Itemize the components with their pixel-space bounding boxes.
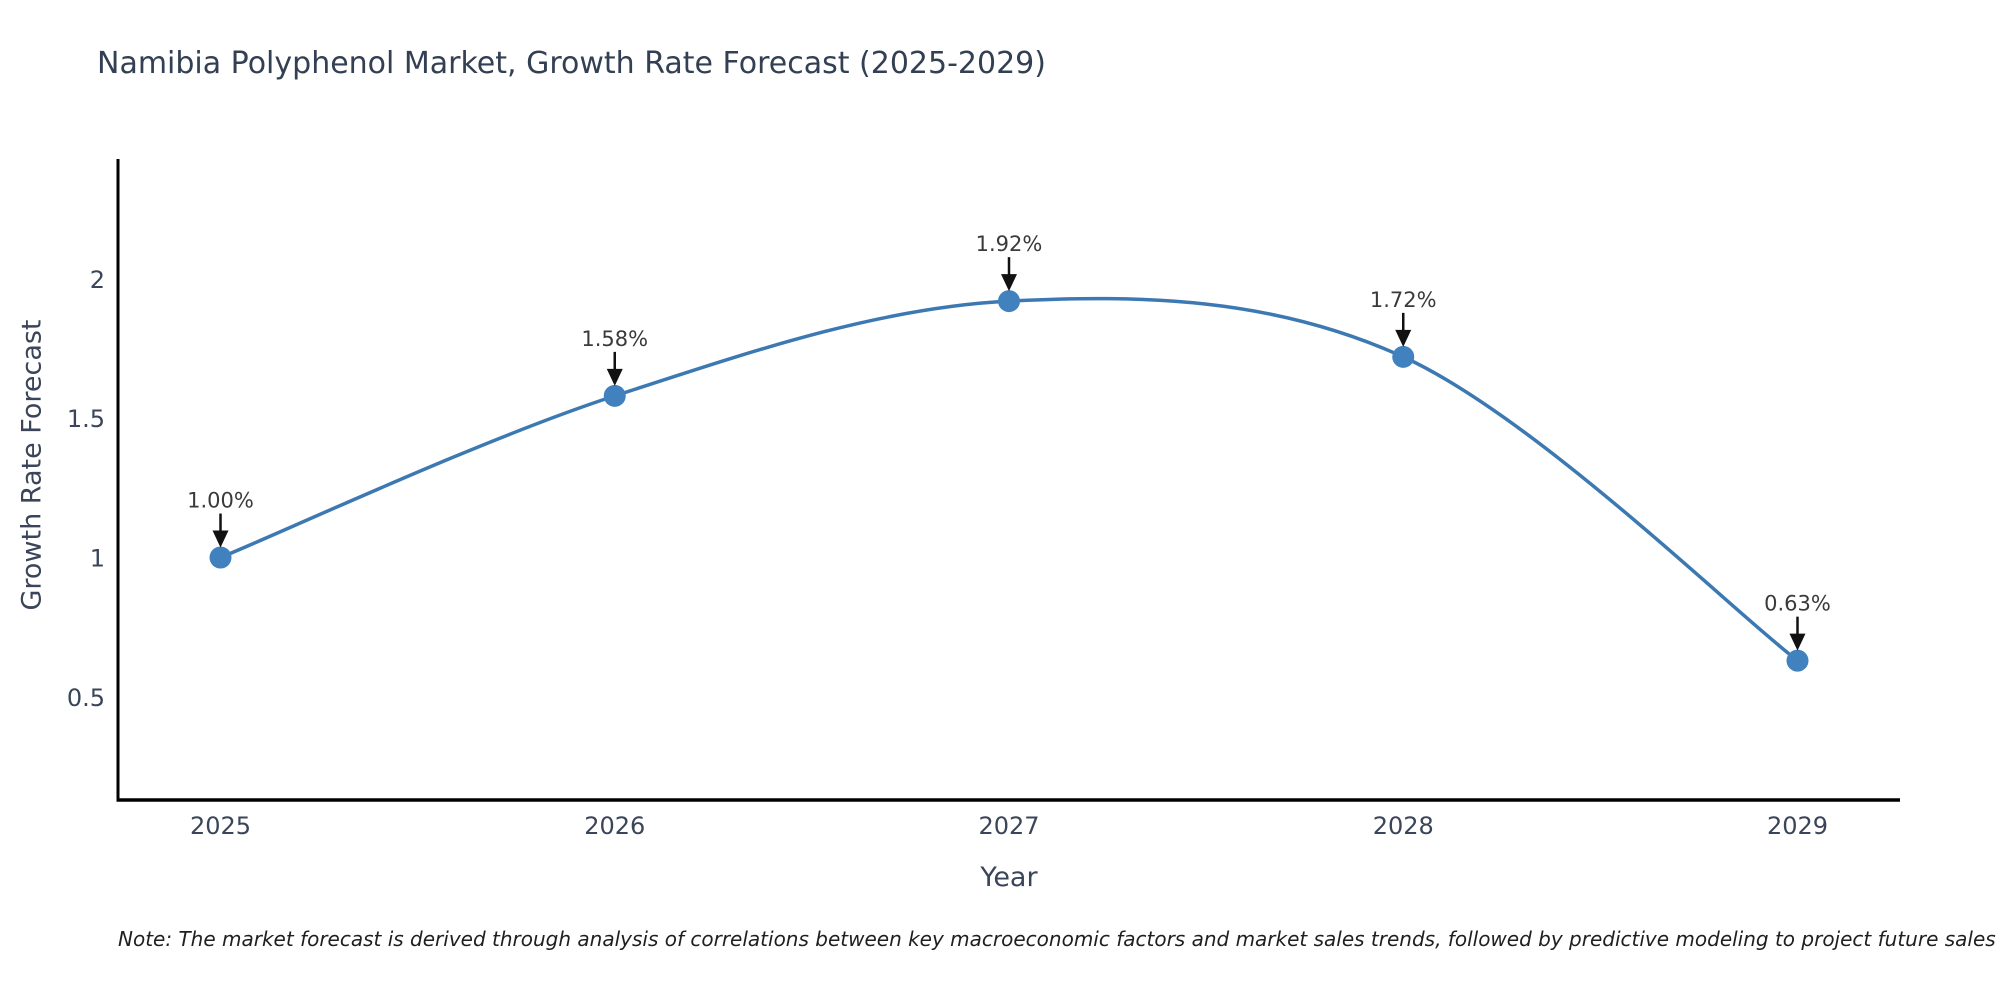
- x-tick-label: 2026: [584, 812, 645, 840]
- data-point-marker: [1786, 649, 1809, 672]
- y-tick-label: 0.5: [67, 684, 105, 712]
- x-tick-label: 2029: [1767, 812, 1828, 840]
- annotation-label: 1.58%: [581, 327, 648, 351]
- annotation-label: 1.72%: [1370, 288, 1437, 312]
- annotation-arrowhead: [1395, 329, 1412, 347]
- data-point-marker: [1392, 345, 1415, 368]
- annotation-arrowhead: [212, 530, 229, 548]
- y-tick-label: 1: [90, 545, 105, 573]
- data-point-marker: [998, 290, 1020, 313]
- annotation-label: 1.00%: [187, 489, 254, 513]
- chart-title: Namibia Polyphenol Market, Growth Rate F…: [97, 46, 1046, 81]
- y-tick-label: 1.5: [67, 405, 105, 433]
- annotation-label: 1.92%: [976, 232, 1043, 256]
- annotation-arrowhead: [1001, 274, 1017, 292]
- x-axis-title: Year: [980, 862, 1038, 893]
- x-tick-label: 2028: [1373, 812, 1434, 840]
- data-point-marker: [603, 384, 626, 407]
- annotation-arrowhead: [1789, 633, 1806, 651]
- y-tick-label: 2: [90, 266, 105, 294]
- annotation-label: 0.63%: [1764, 592, 1831, 616]
- footnote: Note: The market forecast is derived thr…: [118, 927, 1996, 951]
- x-tick-label: 2027: [978, 812, 1039, 840]
- series-line: [219, 296, 1799, 663]
- x-tick-label: 2025: [190, 812, 251, 840]
- annotation-arrowhead: [606, 368, 623, 386]
- data-point-marker: [209, 546, 232, 569]
